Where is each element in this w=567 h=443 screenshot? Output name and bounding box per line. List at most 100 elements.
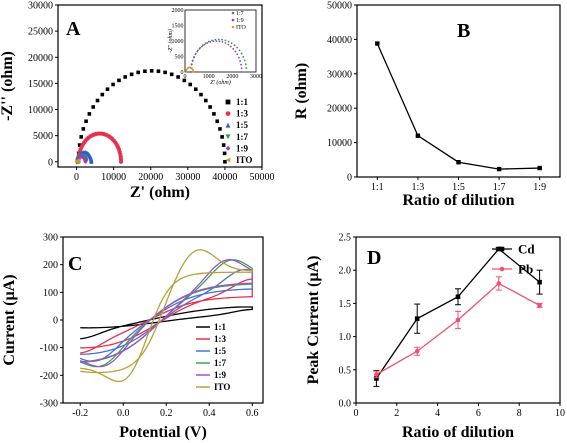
panel-a-inset-frame	[184, 9, 257, 73]
panel-d-xtick-label: 6	[476, 408, 481, 419]
panel-a-inset-ytick-label: 500	[175, 55, 184, 61]
panel-a-series-1-1	[76, 69, 227, 164]
panel-d-point	[537, 279, 542, 285]
panel-c-xtick-label: 0.6	[246, 408, 259, 419]
panel-b-ytick-label: 20000	[327, 104, 352, 115]
panel-a-inset-legend-label: 1:7	[236, 11, 244, 17]
panel-a-point	[208, 105, 212, 109]
panel-b-ytick-label: 0	[347, 173, 352, 184]
panel-a-inset-point	[221, 38, 223, 41]
panel-a-inset-point	[236, 53, 239, 56]
panel-a-point	[212, 112, 216, 116]
panel-a-inset-point	[242, 55, 245, 58]
panel-c-series-1-9	[79, 259, 253, 368]
panel-a-inset-ytick-label: 2000	[172, 8, 184, 14]
panel-a-point	[95, 98, 100, 103]
panel-d-ytick-label: 2.5	[339, 233, 352, 244]
panel-d-xtick-label: 4	[435, 408, 440, 419]
panel-a-inset-point	[244, 63, 247, 66]
panel-d-point	[537, 303, 542, 308]
panel-a-point	[91, 105, 95, 109]
panel-b-xtick-label: 1:7	[493, 182, 506, 193]
panel-a-point	[89, 159, 94, 164]
panel-a-point	[129, 72, 134, 77]
panel-a-inset-point	[192, 69, 195, 72]
panel-a-inset-point	[234, 50, 237, 53]
panel-d-point	[414, 316, 420, 321]
panel-c-ytick-label: 100	[43, 288, 58, 299]
panel-b-point	[415, 133, 421, 138]
panel-d-point	[374, 376, 379, 381]
panel-a-ytick-label: 0	[48, 157, 53, 168]
panel-a-inset-ytick-label: 1500	[172, 24, 184, 30]
panel-a-legend-marker	[225, 134, 231, 140]
panel-d-ytick-label: 2.0	[339, 266, 352, 277]
panel-a-point	[203, 98, 208, 103]
panel-a-inset-point	[196, 50, 199, 53]
panel-a-point	[223, 159, 227, 164]
panel-a-inset-point	[237, 56, 240, 59]
panel-a-inset-point	[245, 67, 248, 69]
panel-d-point	[374, 372, 379, 377]
panel-a-inset-legend-label: ITO	[236, 25, 247, 31]
panel-a-inset-point	[239, 60, 242, 62]
panel-a-inset-point	[190, 63, 193, 66]
panel-b-xtick-label: 1:5	[452, 182, 465, 193]
panel-a-ytick-label: 15000	[28, 79, 53, 90]
panel-d-xtick-label: 8	[517, 408, 522, 419]
panel-c-xtick-label: 0.4	[203, 408, 216, 419]
panel-a-inset-ytick-label: 0	[181, 70, 184, 76]
panel-a-xtick-label: 20000	[138, 172, 163, 183]
panel-a-legend-marker	[225, 146, 231, 151]
panel-d-point	[496, 281, 502, 286]
panel-a-inset-point	[192, 56, 195, 59]
panel-a-point	[220, 135, 224, 139]
panel-c-ytick-label: 300	[43, 233, 58, 244]
panel-a-point	[117, 78, 121, 83]
panel-a-point	[156, 69, 161, 74]
panel-a-inset-xtick-label: 3000	[250, 74, 262, 80]
panel-d-legend-marker	[499, 266, 505, 272]
panel-a-inset-xtick-label: 2000	[226, 74, 238, 80]
panel-a-point	[143, 69, 147, 74]
panel-c-legend-label: 1:1	[214, 322, 226, 332]
panel-a-inset-legend-marker	[231, 18, 235, 22]
panel-a-point	[182, 78, 187, 83]
panel-c-letter: C	[68, 253, 82, 275]
panel-a-point	[87, 112, 92, 116]
panel-a-legend-label: 1:3	[236, 109, 248, 119]
panel-c-legend-label: ITO	[214, 382, 230, 392]
panel-a-inset-point	[204, 42, 207, 45]
panel-a-inset-ylabel: -Z'' (ohm)	[167, 29, 174, 53]
panel-b-xtick-label: 1:1	[371, 182, 384, 193]
panel-a-ytick-label: 5000	[33, 131, 53, 142]
panel-a-legend-marker	[225, 157, 231, 163]
panel-d-letter: D	[367, 247, 381, 269]
panel-a-inset-series-1-7	[190, 38, 248, 73]
panel-a-inset-legend-marker	[231, 25, 235, 29]
panel-b-line	[376, 43, 540, 170]
panel-a-point	[123, 75, 127, 79]
panel-a-inset-point	[227, 43, 230, 46]
panel-a-inset-point	[236, 46, 239, 49]
panel-b-point	[456, 160, 461, 165]
panel-a-point	[75, 159, 80, 164]
panel-b-point	[375, 41, 380, 46]
panel-d-ytick-label: 1.0	[339, 332, 352, 343]
panel-d-point	[414, 348, 420, 354]
panel-a-xlabel: Z' (ohm)	[130, 184, 190, 201]
panel-a-legend-label: 1:5	[236, 120, 248, 130]
panel-a-inset-point	[238, 49, 241, 52]
panel-a-ylabel: -Z'' (ohm)	[0, 51, 16, 121]
panel-a-legend-marker	[225, 122, 231, 128]
panel-c-xtick-label: 0.0	[117, 408, 130, 419]
panel-d-xtick-label: 10	[555, 408, 565, 419]
panel-a-inset-point	[227, 40, 230, 43]
panel-a-inset-point	[233, 44, 236, 47]
panel-c-legend-label: 1:9	[214, 370, 226, 380]
panel-a-inset-point	[245, 71, 248, 73]
panel-c-legend-label: 1:3	[214, 334, 226, 344]
panel-a-inset-point	[191, 60, 194, 62]
panel-a-inset-point	[218, 40, 221, 43]
panel-a-xtick-label: 10000	[101, 172, 126, 183]
